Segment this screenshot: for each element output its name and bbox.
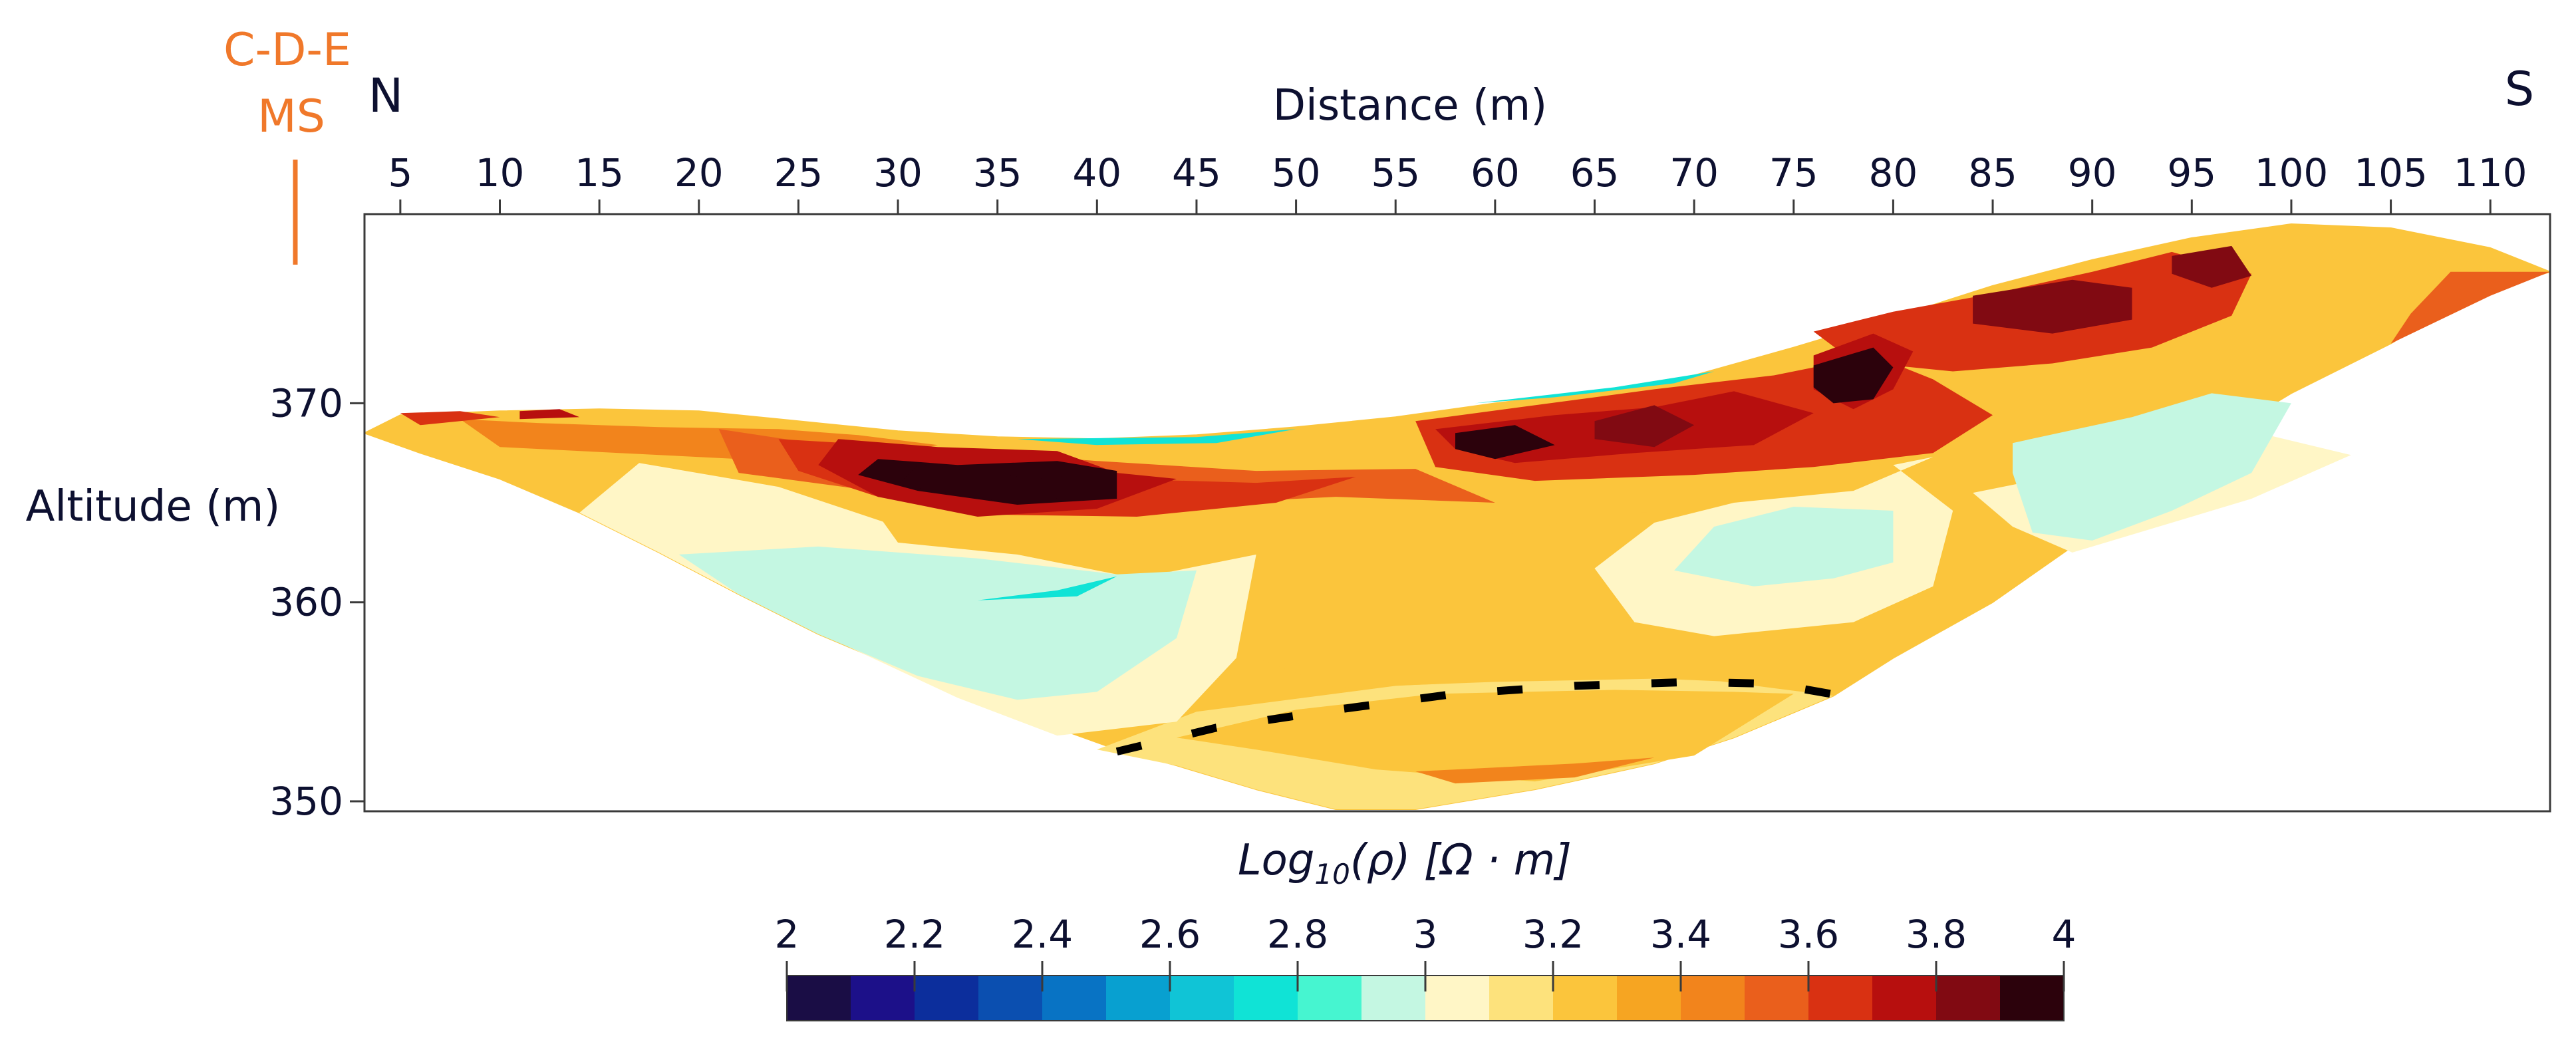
- x-tick-label-20: 20: [674, 150, 724, 196]
- colorbar-tick-label-8: 3.4: [1650, 912, 1711, 957]
- colorbar-bin-12: [1489, 976, 1554, 1021]
- y-tick-label-360: 360: [269, 580, 343, 625]
- north-label: N: [368, 68, 403, 123]
- colorbar-tick-label-1: 2: [775, 912, 799, 957]
- x-tick-label-80: 80: [1868, 150, 1918, 196]
- resistivity-zone-9: [1674, 507, 1894, 587]
- colorbar-bin-16: [1745, 976, 1809, 1021]
- resistivity-zone-27: [2390, 271, 2550, 344]
- colorbar-title-rest: (ρ) [Ω · m]: [1350, 836, 1572, 885]
- colorbar-bin-2: [851, 976, 915, 1021]
- surface-zone-1: [400, 411, 500, 426]
- colorbar-bin-10: [1361, 976, 1426, 1021]
- resistivity-zone-25: [1973, 279, 2132, 334]
- resistivity-zone-17: [898, 465, 1097, 501]
- colorbar-bin-4: [978, 976, 1043, 1021]
- y-axis: 350 360 370: [269, 380, 364, 824]
- x-tick-label-35: 35: [973, 150, 1022, 196]
- resistivity-zone-3: [1415, 757, 1655, 784]
- x-tick-label-70: 70: [1669, 150, 1719, 196]
- colorbar-bin-15: [1681, 976, 1745, 1021]
- resistivity-zone-20: [1455, 425, 1555, 460]
- colorbar-tick-label-5: 2.8: [1267, 912, 1328, 957]
- surface-zone-2: [519, 409, 580, 420]
- x-tick-label-105: 105: [2354, 150, 2428, 196]
- resistivity-zone-21: [1594, 405, 1695, 448]
- x-axis: 5 10 15 20 25 30 35 40 45 50 55 60 65 70 75 80 85 90 95 100…: [388, 150, 2527, 214]
- colorbar-tick-label-9: 3.6: [1778, 912, 1839, 957]
- x-tick-label-5: 5: [388, 150, 412, 196]
- colorbar-bin-3: [915, 976, 979, 1021]
- colorbar-tick-label-4: 2.6: [1139, 912, 1201, 957]
- plot-frame: [363, 213, 2551, 813]
- x-tick-label-55: 55: [1371, 150, 1420, 196]
- resistivity-zone-11: [2013, 393, 2291, 541]
- dashed-boundary: [1115, 678, 1854, 756]
- colorbar-bin-9: [1298, 976, 1362, 1021]
- colorbar-bin-18: [1872, 976, 1937, 1021]
- x-tick-label-10: 10: [476, 150, 525, 196]
- x-tick-label-40: 40: [1072, 150, 1121, 196]
- colorbar-bin-11: [1425, 976, 1490, 1021]
- colorbar-bin-7: [1170, 976, 1234, 1021]
- marker-label-line1: C-D-E: [223, 24, 351, 76]
- resistivity-zone-24: [1813, 347, 1894, 404]
- x-tick-label-110: 110: [2454, 150, 2527, 196]
- colorbar-tick-label-6: 3: [1413, 912, 1438, 957]
- colorbar-title: Log10(ρ) [Ω · m]: [1238, 836, 1572, 890]
- x-tick-label-45: 45: [1172, 150, 1221, 196]
- resistivity-section: [364, 223, 2550, 810]
- resistivity-zone-7: [977, 576, 1117, 600]
- x-tick-label-15: 15: [575, 150, 624, 196]
- colorbar-tick-label-10: 3.8: [1906, 912, 1967, 957]
- x-tick-label-60: 60: [1471, 150, 1520, 196]
- colorbar-title-subscript: 10: [1314, 858, 1350, 890]
- x-tick-label-75: 75: [1769, 150, 1818, 196]
- dashed-boundary-group: [1115, 678, 1854, 756]
- x-tick-label-95: 95: [2167, 150, 2216, 196]
- south-label: S: [2505, 62, 2534, 116]
- x-tick-label-65: 65: [1570, 150, 1620, 196]
- colorbar-tick-label-11: 4: [2052, 912, 2076, 957]
- colorbar-tick-label-7: 3.2: [1522, 912, 1584, 957]
- resistivity-zone-6: [678, 546, 1197, 700]
- colorbar-bin-6: [1106, 976, 1171, 1021]
- colorbar-title-base: Log: [1238, 836, 1314, 885]
- colorbar-tick-label-2: 2.2: [884, 912, 945, 957]
- colorbar-bin-14: [1617, 976, 1681, 1021]
- x-tick-label-100: 100: [2255, 150, 2329, 196]
- colorbar-bin-17: [1808, 976, 1873, 1021]
- marker-label-line2: MS: [257, 90, 325, 143]
- x-tick-label-50: 50: [1272, 150, 1321, 196]
- colorbar-tick-label-3: 2.4: [1012, 912, 1073, 957]
- colorbar-bin-8: [1234, 976, 1298, 1021]
- x-axis-title: Distance (m): [1273, 81, 1547, 130]
- y-axis-title: Altitude (m): [26, 482, 281, 531]
- colorbar: 2 2.2 2.4 2.6 2.8 3 3.2 3.4 3.6 3.8 4: [775, 912, 2076, 1021]
- colorbar-bin-5: [1042, 976, 1107, 1021]
- colorbar-bin-1: [787, 976, 851, 1021]
- colorbar-bin-20: [2000, 976, 2065, 1021]
- colorbar-bin-13: [1553, 976, 1618, 1021]
- x-tick-label-90: 90: [2068, 150, 2117, 196]
- y-tick-label-370: 370: [269, 380, 343, 426]
- resistivity-zone-26: [2172, 245, 2252, 288]
- y-tick-label-350: 350: [269, 779, 343, 824]
- resistivity-zone-2: [1177, 690, 1794, 782]
- surface-zone-3: [1017, 429, 1296, 446]
- x-tick-label-30: 30: [873, 150, 923, 196]
- colorbar-bin-19: [1936, 976, 2001, 1021]
- x-tick-label-85: 85: [1968, 150, 2017, 196]
- x-tick-label-25: 25: [774, 150, 823, 196]
